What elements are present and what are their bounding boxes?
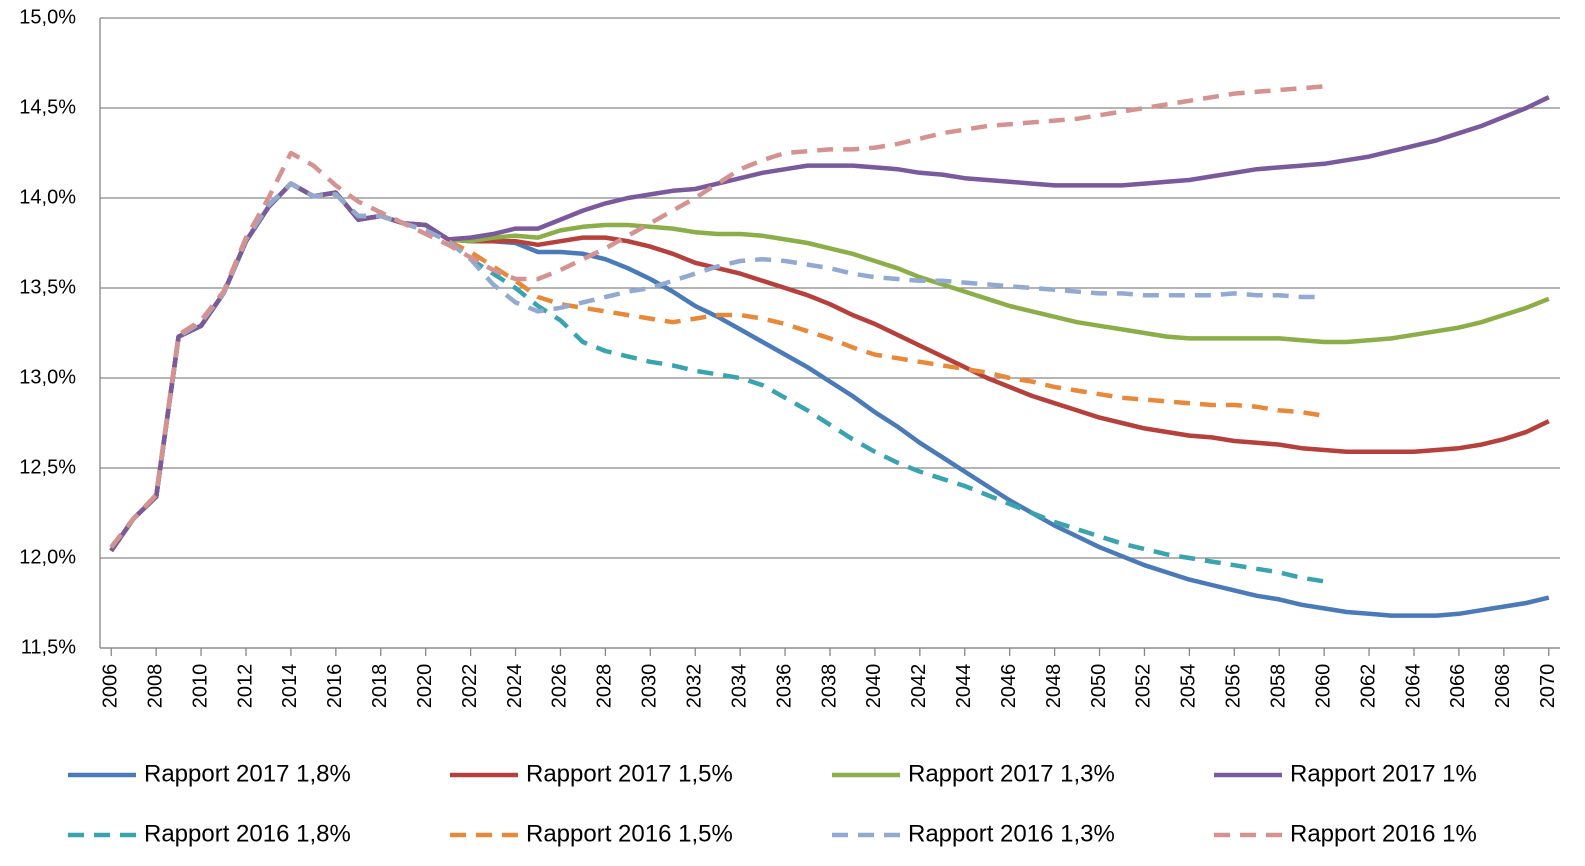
y-tick-label: 12,5% [19, 456, 76, 478]
y-tick-label: 13,5% [19, 276, 76, 298]
x-tick-label: 2034 [728, 664, 750, 709]
x-tick-label: 2056 [1223, 664, 1245, 709]
x-tick-label: 2038 [818, 664, 840, 709]
x-tick-label: 2050 [1088, 664, 1110, 709]
legend-label: Rapport 2016 1% [1290, 820, 1477, 847]
x-tick-label: 2026 [549, 664, 571, 709]
legend-label: Rapport 2016 1,3% [908, 820, 1115, 847]
series-line [109, 95, 1550, 553]
y-tick-label: 12,0% [19, 546, 76, 568]
series-line [109, 84, 1325, 549]
y-tick-label: 14,0% [19, 186, 76, 208]
series-line [109, 181, 1550, 553]
x-tick-label: 2054 [1178, 664, 1200, 709]
x-tick-label: 2022 [459, 664, 481, 709]
series-line [109, 181, 1325, 549]
x-tick-label: 2028 [594, 664, 616, 709]
x-tick-label: 2070 [1537, 664, 1559, 709]
legend-label: Rapport 2017 1,8% [144, 760, 351, 787]
x-tick-label: 2066 [1447, 664, 1469, 709]
x-tick-label: 2012 [234, 664, 256, 709]
x-tick-label: 2032 [684, 664, 706, 709]
legend: Rapport 2017 1,8% Rapport 2017 1,5% Rappor… [68, 760, 1477, 847]
x-tick-label: 2058 [1268, 664, 1290, 709]
x-tick-label: 2042 [908, 664, 930, 709]
legend-label: Rapport 2016 1,8% [144, 820, 351, 847]
x-tick-label: 2068 [1492, 664, 1514, 709]
y-tick-label: 15,0% [19, 6, 76, 28]
series-line [109, 181, 1325, 549]
x-tick-label: 2010 [189, 664, 211, 709]
x-tick-label: 2016 [324, 664, 346, 709]
x-tick-label: 2006 [100, 664, 122, 709]
x-tick-label: 2020 [414, 664, 436, 709]
y-tick-label: 13,0% [19, 366, 76, 388]
x-tick-label: 2044 [953, 664, 975, 709]
x-tick-label: 2048 [1043, 664, 1065, 709]
y-tick-label: 14,5% [19, 96, 76, 118]
x-tick-label: 2060 [1312, 664, 1334, 709]
x-tick-label: 2014 [279, 664, 301, 709]
y-tick-label: 11,5% [21, 636, 76, 658]
x-tick-label: 2040 [863, 664, 885, 709]
legend-label: Rapport 2017 1,3% [908, 760, 1115, 787]
legend-label: Rapport 2016 1,5% [526, 820, 733, 847]
x-tick-label: 2008 [144, 664, 166, 709]
legend-label: Rapport 2017 1% [1290, 760, 1477, 787]
x-tick-label: 2046 [998, 664, 1020, 709]
series-line [109, 181, 1550, 553]
x-tick-label: 2030 [639, 664, 661, 709]
x-tick-label: 2018 [369, 664, 391, 709]
series-line [109, 181, 1325, 584]
legend-label: Rapport 2017 1,5% [526, 760, 733, 787]
x-tick-label: 2036 [773, 664, 795, 709]
x-tick-label: 2052 [1133, 664, 1155, 709]
x-tick-label: 2024 [504, 664, 526, 709]
x-tick-label: 2062 [1357, 664, 1379, 709]
x-tick-label: 2064 [1402, 664, 1424, 709]
